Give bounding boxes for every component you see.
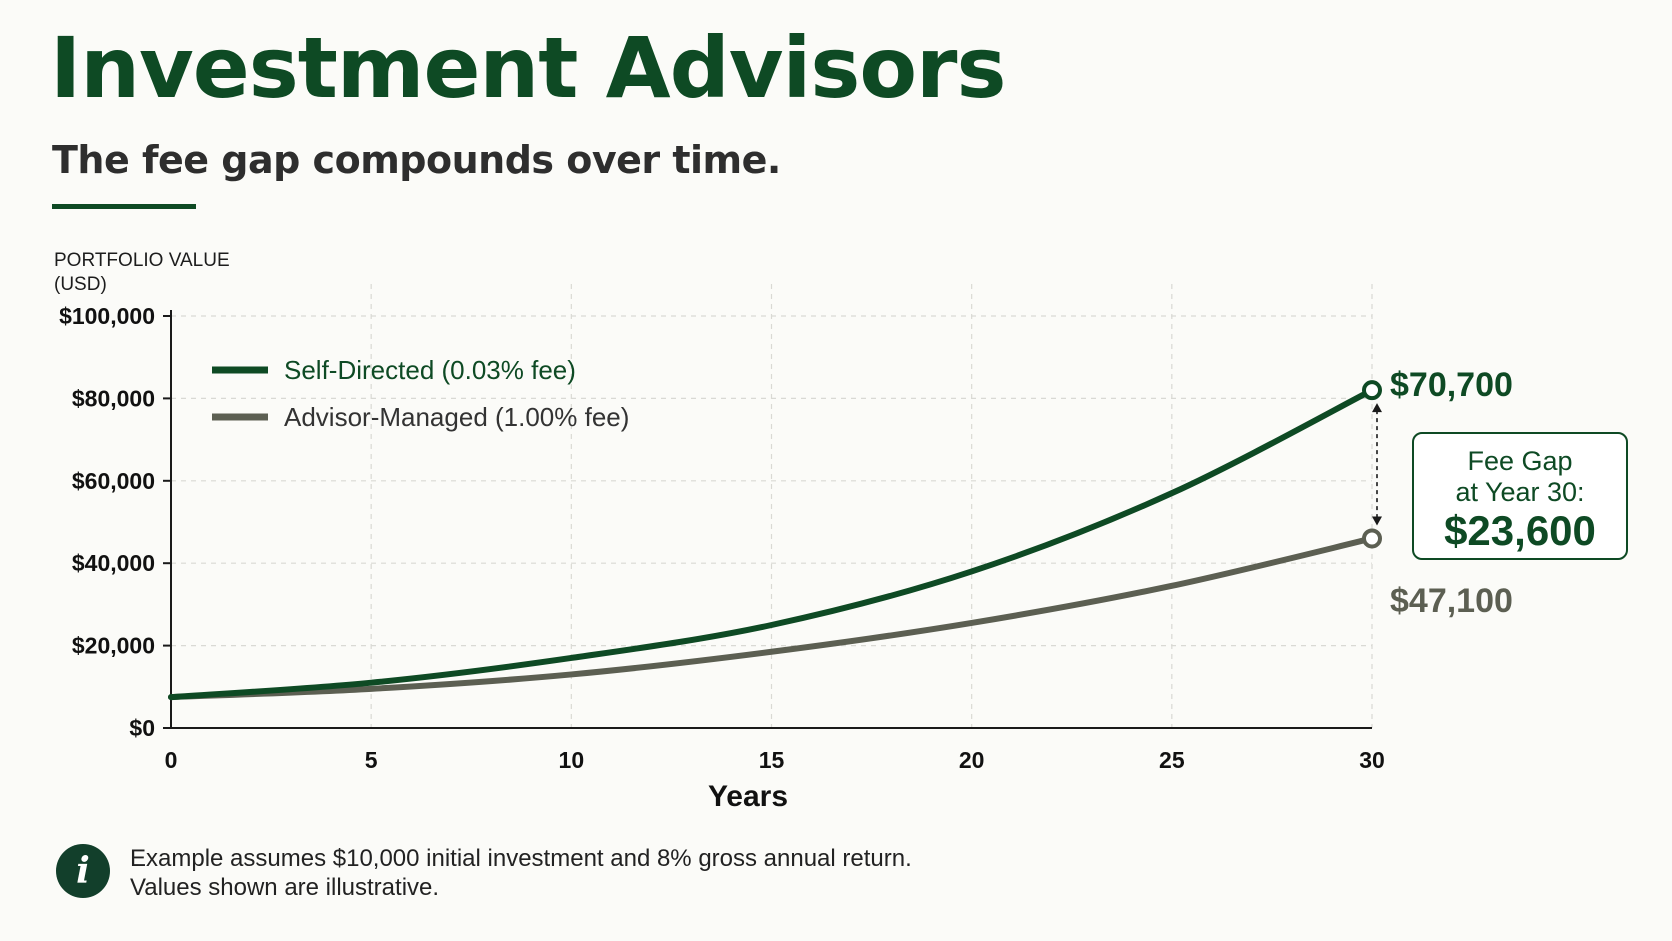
end-markers xyxy=(1362,380,1382,549)
x-tick-label-15: 15 xyxy=(759,747,785,773)
page-subtitle: The fee gap compounds over time. xyxy=(52,138,781,182)
y-tick-label-80000: $80,000 xyxy=(72,385,155,411)
footnote-line2: Values shown are illustrative. xyxy=(130,874,440,901)
legend-label-advisor-managed: Advisor-Managed (1.00% fee) xyxy=(284,402,629,432)
gridlines xyxy=(171,284,1373,728)
fee-gap-value: $23,600 xyxy=(1444,507,1596,554)
end-marker-self-directed xyxy=(1362,380,1382,401)
fee-gap-arrow xyxy=(1372,403,1382,526)
x-tick-label-10: 10 xyxy=(559,747,585,773)
x-tick-label-5: 5 xyxy=(365,747,378,773)
x-tick-label-25: 25 xyxy=(1159,747,1185,773)
fee-gap-line2: at Year 30: xyxy=(1455,477,1585,507)
y-tick-labels: $0 $20,000 $40,000 $60,000 $80,000 $100,000 xyxy=(59,303,155,741)
footnote-line1: Example assumes $10,000 initial investme… xyxy=(130,845,912,872)
x-tick-label-30: 30 xyxy=(1359,747,1385,773)
y-tick-label-60000: $60,000 xyxy=(72,468,155,494)
end-value-advisor-managed: $47,100 xyxy=(1390,582,1513,620)
end-value-self-directed: $70,700 xyxy=(1390,366,1513,404)
end-marker-advisor-managed xyxy=(1362,528,1382,549)
fee-gap-arrowhead-down xyxy=(1372,516,1382,526)
x-tick-label-0: 0 xyxy=(165,747,178,773)
legend: Self-Directed (0.03% fee) Advisor-Manage… xyxy=(212,355,629,432)
y-tick-label-40000: $40,000 xyxy=(72,550,155,576)
title-underline xyxy=(52,204,196,209)
x-axis-title: Years xyxy=(708,780,788,813)
info-icon: i xyxy=(56,844,110,898)
fee-gap-callout: Fee Gap at Year 30: $23,600 xyxy=(1412,432,1628,560)
x-tick-label-20: 20 xyxy=(959,747,985,773)
series-lines xyxy=(168,387,1375,701)
x-tick-labels: 0 5 10 15 20 25 30 xyxy=(165,747,1385,773)
y-tick-label-100000: $100,000 xyxy=(59,303,155,329)
y-tick-label-20000: $20,000 xyxy=(72,633,155,659)
fee-gap-arrowhead-up xyxy=(1372,403,1382,413)
fee-gap-line1: Fee Gap xyxy=(1467,446,1573,476)
y-tick-label-0: $0 xyxy=(129,715,155,741)
series-line-self-directed xyxy=(168,387,1375,701)
y-axis-title-line1: PORTFOLIO VALUE xyxy=(54,250,230,271)
y-axis-title-line2: (USD) xyxy=(54,274,107,295)
legend-label-self-directed: Self-Directed (0.03% fee) xyxy=(284,355,576,385)
axes xyxy=(163,310,1372,729)
page-title: Investment Advisors xyxy=(50,19,1006,117)
series-line-advisor-managed xyxy=(168,535,1375,701)
